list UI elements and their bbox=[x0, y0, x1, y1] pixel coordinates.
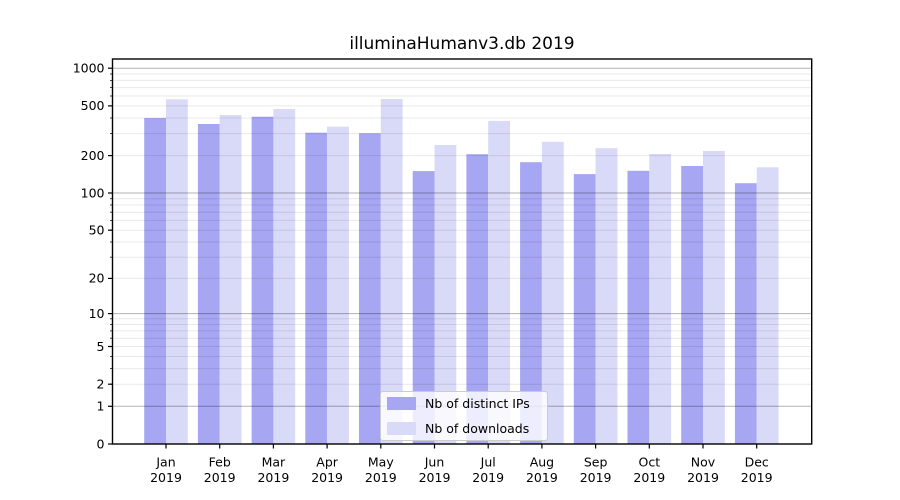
bar-jan-nb-of-distinct-ips bbox=[144, 118, 166, 444]
bar-apr-nb-of-distinct-ips bbox=[305, 132, 328, 444]
legend-label-downloads: Nb of downloads bbox=[425, 421, 530, 436]
legend-entry-distinct-ips: Nb of distinct IPs bbox=[387, 396, 547, 411]
y-tick-label-100: 100 bbox=[81, 185, 105, 200]
bar-mar-nb-of-downloads bbox=[273, 109, 296, 444]
bar-feb-nb-of-distinct-ips bbox=[197, 124, 220, 444]
y-tick-label-0: 0 bbox=[97, 436, 105, 451]
x-tick-label-month-may: May bbox=[368, 455, 394, 470]
x-tick-label-year-may: 2019 bbox=[365, 470, 397, 485]
bar-dec-nb-of-downloads bbox=[756, 167, 779, 445]
x-tick-label-year-apr: 2019 bbox=[311, 470, 343, 485]
x-tick-label-year-sep: 2019 bbox=[580, 470, 612, 485]
y-tick-label-1: 1 bbox=[97, 399, 105, 414]
bar-dec-nb-of-distinct-ips bbox=[734, 183, 757, 444]
bar-sep-nb-of-distinct-ips bbox=[573, 174, 596, 444]
bar-nov-nb-of-downloads bbox=[703, 150, 725, 444]
bar-jun-nb-of-downloads bbox=[434, 145, 457, 444]
x-tick-label-year-jun: 2019 bbox=[419, 470, 451, 485]
plot-frame bbox=[111, 58, 813, 445]
x-tick-label-year-feb: 2019 bbox=[204, 470, 236, 485]
x-tick-label-month-feb: Feb bbox=[209, 455, 231, 470]
bar-aug-nb-of-distinct-ips bbox=[520, 162, 542, 444]
bar-jul-nb-of-distinct-ips bbox=[466, 154, 489, 444]
bar-mar-nb-of-distinct-ips bbox=[251, 116, 274, 444]
y-tick-label-1000: 1000 bbox=[73, 61, 105, 76]
legend-swatch-distinct-ips bbox=[387, 397, 416, 410]
x-tick-label-year-mar: 2019 bbox=[257, 470, 289, 485]
x-tick-label-month-aug: Aug bbox=[530, 455, 554, 470]
bar-jul-nb-of-downloads bbox=[488, 120, 510, 445]
x-tick-label-month-jan: Jan bbox=[155, 455, 175, 470]
x-tick-label-year-aug: 2019 bbox=[526, 470, 558, 485]
bar-may-nb-of-distinct-ips bbox=[359, 133, 381, 444]
y-tick-label-50: 50 bbox=[89, 223, 105, 238]
bar-apr-nb-of-downloads bbox=[327, 126, 349, 444]
x-tick-label-month-jul: Jul bbox=[480, 455, 496, 470]
legend-label-distinct-ips: Nb of distinct IPs bbox=[425, 396, 530, 411]
x-tick-label-year-oct: 2019 bbox=[633, 470, 665, 485]
y-tick-label-5: 5 bbox=[97, 339, 105, 354]
bar-sep-nb-of-downloads bbox=[595, 148, 618, 444]
bar-aug-nb-of-downloads bbox=[541, 141, 564, 445]
bar-jan-nb-of-downloads bbox=[166, 99, 188, 445]
bar-feb-nb-of-downloads bbox=[219, 115, 242, 444]
bar-oct-nb-of-downloads bbox=[649, 154, 672, 444]
y-tick-label-10: 10 bbox=[89, 306, 105, 321]
x-tick-label-month-nov: Nov bbox=[691, 455, 716, 470]
x-tick-label-year-nov: 2019 bbox=[687, 470, 719, 485]
y-tick-label-500: 500 bbox=[81, 98, 105, 113]
x-tick-label-month-mar: Mar bbox=[262, 455, 286, 470]
bar-may-nb-of-downloads bbox=[380, 99, 403, 444]
x-tick-label-year-dec: 2019 bbox=[741, 470, 773, 485]
bar-oct-nb-of-distinct-ips bbox=[627, 170, 650, 445]
x-tick-label-month-sep: Sep bbox=[584, 455, 608, 470]
x-tick-label-month-oct: Oct bbox=[638, 455, 660, 470]
bar-nov-nb-of-distinct-ips bbox=[681, 166, 703, 444]
x-tick-label-month-jun: Jun bbox=[424, 455, 445, 470]
x-tick-label-month-apr: Apr bbox=[316, 455, 338, 470]
chart-title: illuminaHumanv3.db 2019 bbox=[349, 34, 575, 54]
legend-swatch-downloads bbox=[387, 422, 416, 435]
y-tick-label-20: 20 bbox=[89, 271, 105, 286]
bar-jun-nb-of-distinct-ips bbox=[412, 171, 435, 444]
x-tick-label-month-dec: Dec bbox=[745, 455, 769, 470]
x-tick-label-year-jan: 2019 bbox=[150, 470, 182, 485]
legend-entry-downloads: Nb of downloads bbox=[387, 421, 547, 436]
legend: Nb of distinct IPs Nb of downloads bbox=[380, 391, 548, 441]
y-tick-label-2: 2 bbox=[97, 377, 105, 392]
x-tick-label-year-jul: 2019 bbox=[472, 470, 504, 485]
y-tick-label-200: 200 bbox=[81, 148, 105, 163]
